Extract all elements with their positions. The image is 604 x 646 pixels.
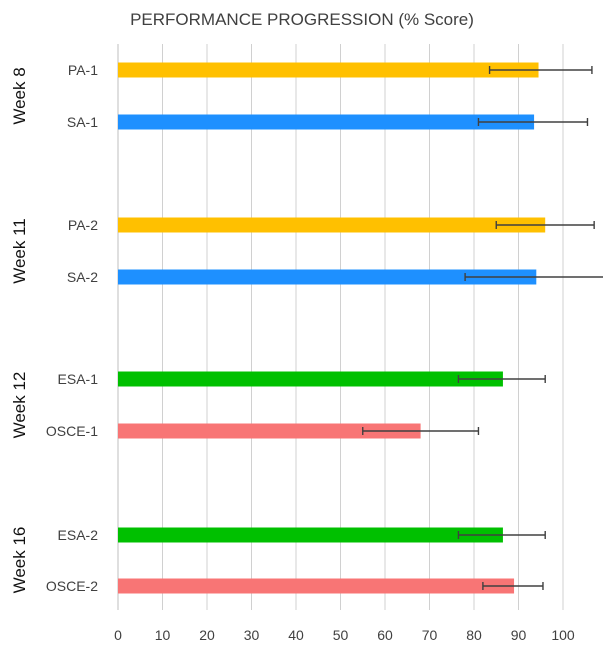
bar-esa-1	[118, 371, 503, 387]
category-label-esa-2: ESA-2	[58, 527, 99, 543]
bar-esa-2	[118, 527, 503, 543]
x-tick-label-40: 40	[288, 627, 304, 643]
x-tick-label-100: 100	[551, 627, 575, 643]
group-label-3: Week 16	[10, 527, 29, 594]
category-label-osce-1: OSCE-1	[46, 423, 98, 439]
category-label-osce-2: OSCE-2	[46, 578, 98, 594]
bar-osce-2	[118, 578, 515, 594]
x-tick-label-30: 30	[244, 627, 260, 643]
category-label-sa-2: SA-2	[67, 269, 98, 285]
chart-title: PERFORMANCE PROGRESSION (% Score)	[130, 10, 474, 29]
x-tick-label-70: 70	[422, 627, 438, 643]
group-label-2: Week 12	[10, 372, 29, 439]
group-label-1: Week 11	[10, 218, 29, 284]
bar-osce-1	[118, 423, 421, 439]
group-label-0: Week 8	[10, 67, 29, 124]
x-tick-label-10: 10	[155, 627, 171, 643]
labels: Week 8 PA-1 SA-1 Week 11 PA-2 SA-2 Week 12 ESA-…	[10, 62, 98, 594]
error-bars	[362, 66, 603, 590]
x-tick-label-20: 20	[199, 627, 215, 643]
gridlines: 0 10 20 30 40 50 60 70 80 90 100	[114, 44, 575, 643]
category-label-pa-2: PA-2	[68, 217, 98, 233]
category-label-esa-1: ESA-1	[58, 371, 99, 387]
x-tick-label-90: 90	[511, 627, 527, 643]
x-tick-label-50: 50	[333, 627, 349, 643]
bar-pa-2	[118, 217, 546, 233]
bar-sa-2	[118, 269, 537, 285]
bar-sa-1	[118, 114, 535, 130]
x-tick-label-60: 60	[377, 627, 393, 643]
bars	[118, 62, 546, 594]
x-tick-label-80: 80	[466, 627, 482, 643]
category-label-sa-1: SA-1	[67, 114, 98, 130]
x-tick-label-0: 0	[114, 627, 122, 643]
category-label-pa-1: PA-1	[68, 62, 98, 78]
bar-pa-1	[118, 62, 539, 78]
